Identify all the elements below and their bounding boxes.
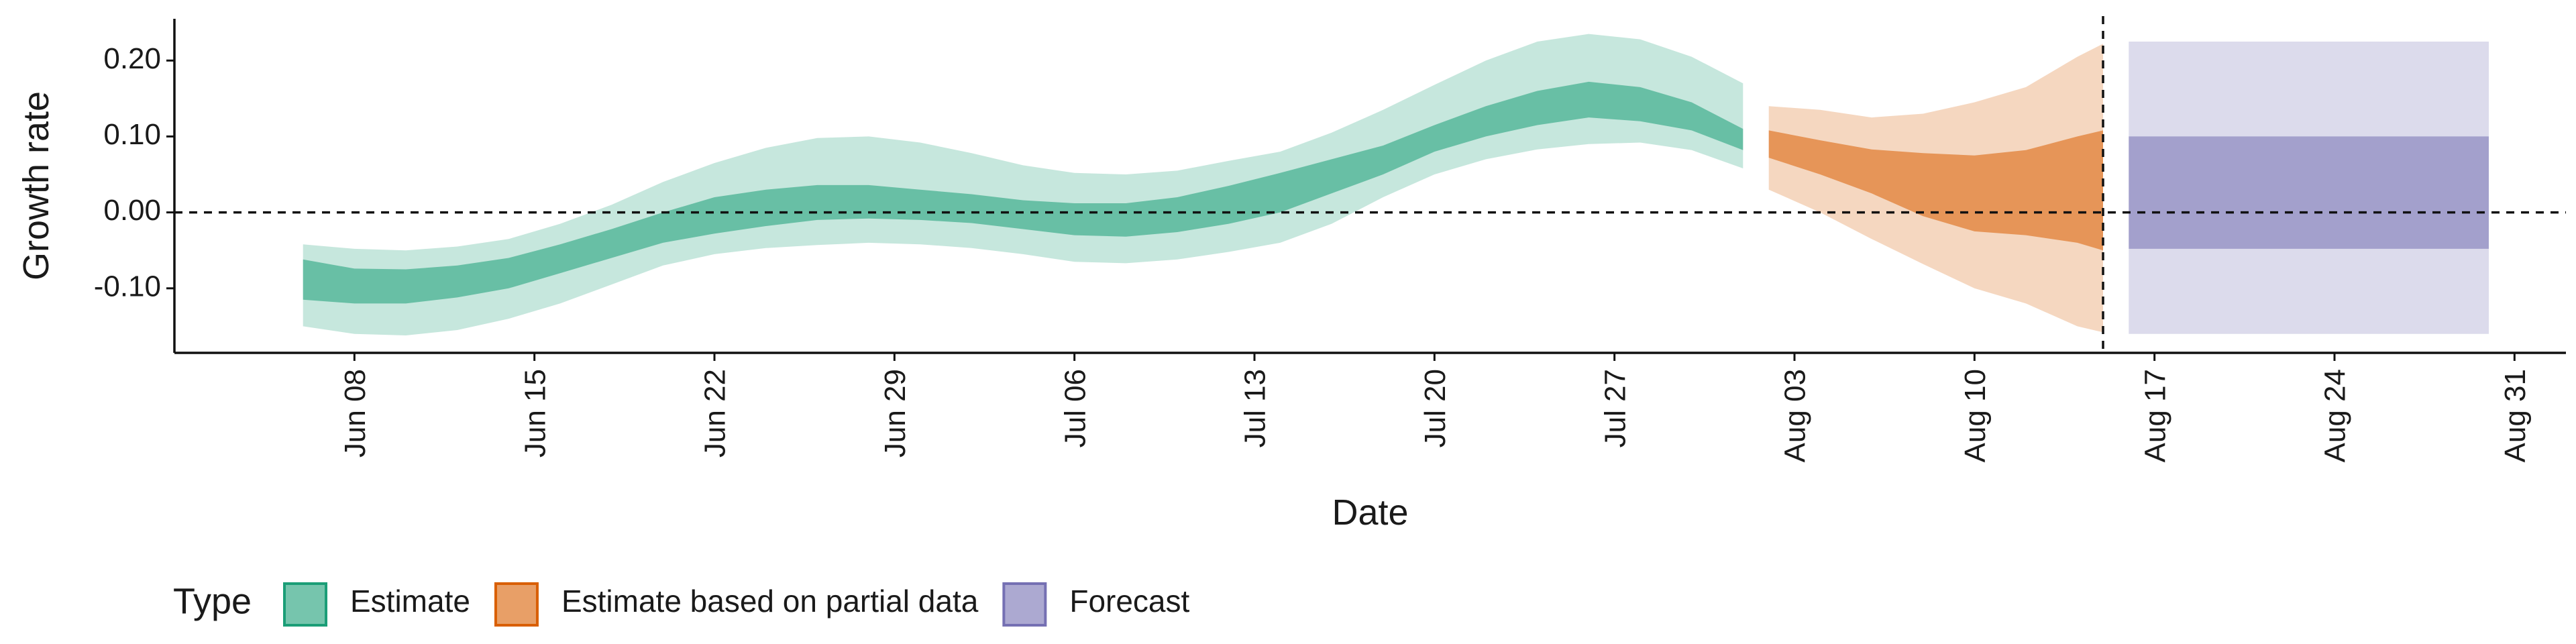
interval-50-band [1768, 130, 2103, 251]
legend-label: Forecast [1069, 584, 1189, 619]
x-tick-label: Jul 13 [1239, 369, 1272, 447]
interval-90-band [303, 34, 1743, 335]
interval-50-band [303, 81, 1743, 304]
x-tick-label: Aug 10 [1959, 369, 1992, 462]
legend-item: Estimate based on partial data [494, 582, 979, 627]
series-2 [2129, 42, 2489, 334]
legend-swatch [494, 582, 539, 627]
x-tick-label: Aug 24 [2319, 369, 2352, 462]
x-axis-label: Date [1332, 492, 1408, 533]
legend-label: Estimate [350, 584, 470, 619]
series-1 [1768, 44, 2103, 333]
x-tick-label: Jun 29 [879, 369, 912, 458]
axes: 0.20 0.10 0.00 -0.10 Jun 08 Jun 15 Jun 22 Jun 2… [94, 19, 2566, 462]
x-tick-label: Aug 17 [2139, 369, 2171, 462]
x-tick-label: Aug 03 [1779, 369, 1812, 462]
x-tick-label: Aug 31 [2499, 369, 2532, 462]
reference-lines [174, 16, 2566, 353]
x-tick-label: Jun 08 [339, 369, 372, 458]
x-tick-label: Jul 27 [1599, 369, 1631, 447]
legend-title: Type [173, 581, 252, 621]
legend: Type Estimate Estimate based on partial d… [173, 581, 1190, 627]
y-tick-label: 0.20 [103, 42, 161, 75]
legend-item: Estimate [283, 582, 470, 627]
series-0 [303, 34, 1743, 335]
series-bands [303, 34, 2489, 335]
interval-50-band [2129, 136, 2489, 249]
x-tick-label: Jul 06 [1059, 369, 1091, 447]
legend-swatch [283, 582, 327, 627]
legend-item: Forecast [1002, 582, 1190, 627]
y-tick-label: 0.10 [103, 118, 161, 151]
y-tick-label: 0.00 [103, 194, 161, 227]
x-tick-label: Jun 15 [519, 369, 551, 458]
legend-swatch [1002, 582, 1047, 627]
y-tick-label: -0.10 [94, 270, 161, 303]
x-tick-label: Jun 22 [699, 369, 732, 458]
y-axis-label: Growth rate [16, 91, 56, 280]
legend-label: Estimate based on partial data [561, 584, 979, 619]
x-tick-label: Jul 20 [1419, 369, 1452, 447]
